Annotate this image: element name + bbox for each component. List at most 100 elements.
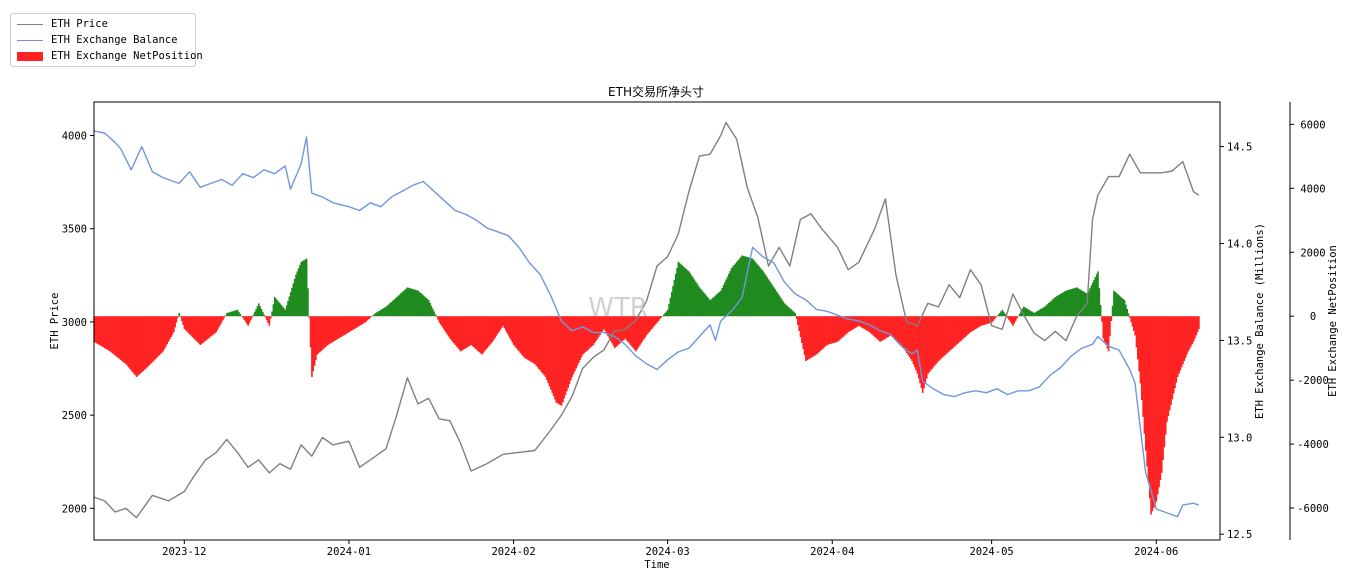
netposition-bar bbox=[631, 316, 633, 347]
netposition-bar bbox=[311, 316, 313, 377]
netposition-bar bbox=[965, 316, 968, 336]
netposition-bar bbox=[886, 316, 888, 338]
netposition-bar bbox=[899, 316, 901, 344]
netposition-bar bbox=[1105, 316, 1107, 345]
netposition-bar bbox=[425, 297, 427, 317]
netposition-bar bbox=[700, 289, 702, 317]
netposition-bar bbox=[153, 316, 155, 361]
x-tick-label: 2024-03 bbox=[645, 546, 689, 558]
netposition-bar bbox=[595, 316, 597, 341]
netposition-bar bbox=[556, 316, 559, 404]
netposition-bar bbox=[384, 307, 386, 317]
netposition-bar bbox=[1071, 288, 1074, 317]
y-right-netposition-tick-label: -6000 bbox=[1297, 503, 1329, 515]
netposition-bar bbox=[920, 316, 923, 389]
netposition-bar bbox=[1147, 316, 1150, 483]
netposition-bar bbox=[1038, 309, 1041, 317]
netposition-bar bbox=[791, 310, 794, 317]
netposition-bars bbox=[93, 255, 1200, 515]
netposition-bar bbox=[1033, 313, 1036, 317]
netposition-bar bbox=[641, 316, 644, 342]
netposition-bar bbox=[223, 316, 226, 318]
netposition-bar bbox=[588, 316, 591, 349]
netposition-bar bbox=[1188, 316, 1191, 349]
netposition-bar bbox=[739, 257, 742, 317]
netposition-bar bbox=[684, 267, 686, 317]
netposition-bar bbox=[927, 316, 929, 374]
netposition-bar bbox=[380, 309, 382, 317]
netposition-bar bbox=[905, 316, 908, 353]
netposition-bar bbox=[640, 316, 643, 344]
netposition-bar bbox=[766, 277, 769, 317]
netposition-bar bbox=[887, 316, 890, 337]
y-right-netposition-tick-label: 4000 bbox=[1300, 183, 1325, 195]
netposition-bar bbox=[478, 316, 481, 353]
netposition-bar bbox=[670, 291, 673, 317]
netposition-bar bbox=[287, 301, 289, 317]
netposition-bar bbox=[846, 316, 848, 334]
netposition-bar bbox=[481, 316, 483, 355]
netposition-bar bbox=[913, 316, 916, 368]
netposition-bar bbox=[1028, 309, 1030, 317]
netposition-bar bbox=[504, 316, 507, 331]
netposition-bar bbox=[770, 283, 773, 317]
netposition-bar bbox=[722, 285, 725, 317]
netposition-bar bbox=[1014, 316, 1017, 321]
netposition-bar bbox=[231, 311, 234, 317]
netposition-bar bbox=[824, 316, 827, 347]
netposition-bar bbox=[745, 256, 747, 317]
netposition-bar bbox=[998, 313, 1001, 317]
netposition-bar bbox=[442, 316, 445, 329]
netposition-bar bbox=[587, 316, 589, 350]
netposition-bar bbox=[1075, 287, 1078, 317]
netposition-bar bbox=[982, 316, 985, 325]
netposition-bar bbox=[238, 311, 240, 317]
netposition-bar bbox=[489, 316, 491, 345]
netposition-bar bbox=[131, 316, 134, 373]
netposition-bar bbox=[1002, 311, 1005, 317]
netposition-bar bbox=[255, 309, 257, 317]
netposition-bar bbox=[742, 255, 745, 317]
netposition-bar bbox=[250, 316, 252, 321]
netposition-bar bbox=[234, 310, 236, 317]
netposition-bar bbox=[179, 316, 182, 317]
netposition-bar bbox=[1079, 289, 1082, 317]
netposition-bar bbox=[1086, 293, 1089, 317]
netposition-bar bbox=[1168, 316, 1171, 411]
netposition-bar bbox=[232, 311, 235, 317]
netposition-bar bbox=[1142, 316, 1144, 417]
netposition-bar bbox=[346, 316, 349, 333]
netposition-bar bbox=[203, 316, 206, 342]
netposition-bar bbox=[143, 316, 146, 370]
netposition-bar bbox=[212, 316, 215, 335]
netposition-bar bbox=[1182, 316, 1184, 365]
netposition-bar bbox=[338, 316, 341, 338]
netposition-bar bbox=[119, 316, 122, 360]
y-left-tick-label: 3500 bbox=[62, 224, 87, 236]
netposition-bar bbox=[1029, 310, 1032, 317]
netposition-bar bbox=[605, 316, 608, 334]
netposition-bar bbox=[514, 316, 516, 347]
netposition-bar bbox=[957, 316, 960, 343]
netposition-bar bbox=[297, 268, 300, 317]
netposition-bar bbox=[830, 316, 832, 344]
netposition-bar bbox=[746, 257, 749, 317]
netposition-bar bbox=[844, 316, 847, 335]
netposition-bar bbox=[994, 316, 997, 318]
netposition-bar bbox=[977, 316, 980, 328]
netposition-bar bbox=[879, 316, 882, 342]
netposition-bar bbox=[639, 316, 641, 346]
plot-frame bbox=[93, 101, 1221, 541]
series-lines bbox=[93, 121, 1200, 519]
netposition-bar bbox=[1034, 312, 1037, 317]
netposition-bar bbox=[1192, 316, 1195, 342]
netposition-bar bbox=[220, 316, 223, 323]
netposition-bar bbox=[749, 257, 751, 317]
netposition-bar bbox=[1154, 316, 1156, 505]
netposition-bar bbox=[1036, 311, 1038, 317]
netposition-bar bbox=[507, 316, 510, 336]
netposition-bar bbox=[138, 316, 141, 375]
netposition-bar bbox=[471, 316, 474, 347]
netposition-bar bbox=[621, 316, 624, 341]
x-tick-label: 2024-01 bbox=[327, 546, 371, 558]
